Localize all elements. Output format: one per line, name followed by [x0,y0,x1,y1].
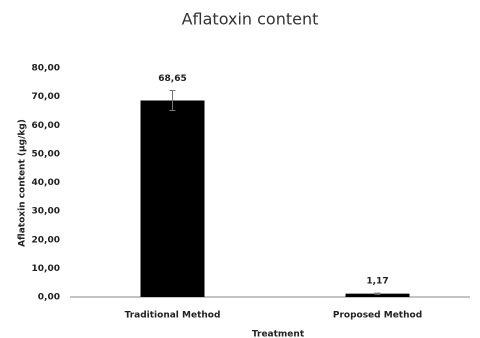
y-tick-label: 30,00 [32,207,60,217]
x-tick-label: Proposed Method [333,311,422,321]
y-tick-label: 40,00 [32,178,60,188]
y-tick-label: 80,00 [32,64,60,74]
y-tick-label: 20,00 [32,235,60,245]
y-tick-label: 10,00 [32,264,60,274]
y-tick-label: 50,00 [32,149,60,159]
bar [140,100,205,297]
error-bar [169,89,176,112]
error-bar [374,292,381,295]
data-label: 68,65 [158,74,186,84]
y-tick-label: 60,00 [32,121,60,131]
y-tick-label: 70,00 [32,92,60,102]
x-axis-label: Treatment [252,330,305,338]
bar [345,293,410,297]
x-tick-label: Traditional Method [125,311,221,321]
data-label: 1,17 [366,277,388,287]
chart-title: Aflatoxin content [182,10,319,29]
y-tick-label: 0,00 [38,293,60,303]
y-axis-label: Aflatoxin content (µg/kg) [18,119,28,247]
